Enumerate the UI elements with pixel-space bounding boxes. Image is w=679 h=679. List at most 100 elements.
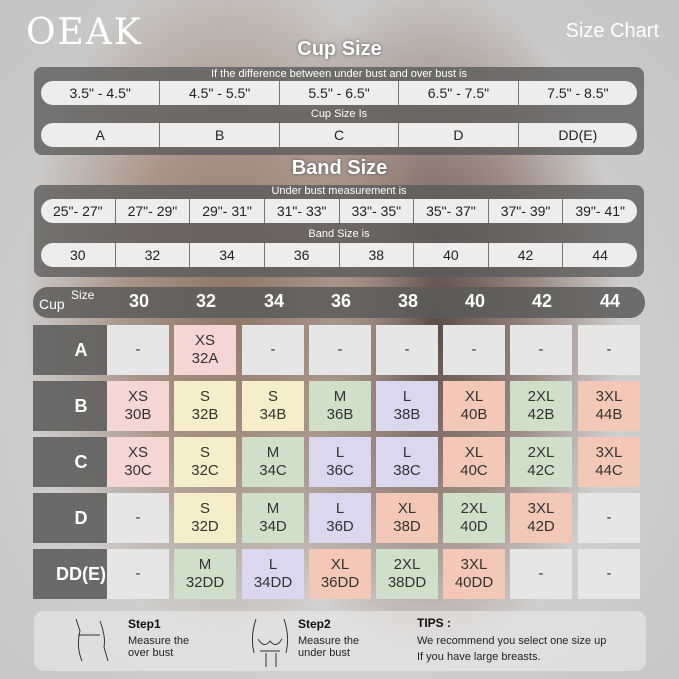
difference-row: 3.5" - 4.5" 4.5" - 5.5" 5.5" - 6.5" 6.5" - … <box>41 81 637 105</box>
corner-size: Size <box>71 288 95 302</box>
row-cell: 6.5" - 7.5" <box>399 81 519 105</box>
band-size-heading: Band Size <box>291 157 388 179</box>
size-label: L <box>335 500 345 517</box>
bra-size-code: 40DD <box>454 574 494 591</box>
page-title: Size Chart <box>565 20 659 42</box>
measuring-guide: Step1 Measure the over bust Step2 Measur… <box>34 611 646 671</box>
size-label: - <box>606 509 612 526</box>
cup-label: Cup Size Is <box>310 108 368 120</box>
size-cell: XS 30B <box>107 381 169 431</box>
bra-size-code: 40C <box>460 462 488 479</box>
size-label: XL <box>397 500 417 517</box>
size-cell: XL 40C <box>443 437 505 487</box>
brand-logo: OEAK <box>26 12 143 53</box>
bra-size-code: 32A <box>191 350 219 367</box>
tips-line-1: We recommend you select one size up <box>417 635 607 647</box>
row-cell: 4.5" - 5.5" <box>160 81 280 105</box>
column-header: 34 <box>263 291 285 311</box>
size-label: - <box>270 341 276 358</box>
size-label: XS <box>127 444 148 461</box>
bra-size-code: 34C <box>259 462 287 479</box>
step1-text: Measure the over bust <box>128 635 190 659</box>
row-cell: 25"- 27" <box>41 199 116 223</box>
size-label: M <box>266 444 280 461</box>
column-header: 38 <box>397 291 419 311</box>
measure-label: Under bust measurement is <box>271 185 407 197</box>
row-cell: 34 <box>190 243 265 267</box>
size-cell: L 38C <box>376 437 438 487</box>
size-label: XL <box>464 444 484 461</box>
row-cell: B <box>160 123 280 147</box>
band-label: Band Size is <box>308 228 370 240</box>
row-cell: 33"- 35" <box>340 199 415 223</box>
under-bust-figure-icon <box>251 618 289 667</box>
bra-size-code: 36B <box>326 406 354 423</box>
grid-header: Cup Size 30 32 34 36 38 40 42 44 <box>33 287 645 318</box>
size-label: S <box>199 500 210 517</box>
bra-size-code: 40D <box>460 518 488 535</box>
column-header: 44 <box>599 291 621 311</box>
size-label: S <box>199 388 210 405</box>
row-cell: 44 <box>592 247 608 263</box>
bra-size-code: 36D <box>326 518 354 535</box>
column-header: 40 <box>464 291 486 311</box>
bra-size-code: 34DD <box>253 574 293 591</box>
row-cell: 32 <box>116 243 191 267</box>
size-label: - <box>606 341 612 358</box>
row-cell: C <box>280 123 400 147</box>
step2-text: Measure the under bust <box>298 635 360 659</box>
size-label: L <box>402 388 412 405</box>
column-header: 42 <box>531 291 553 311</box>
row-cell: 42 <box>489 243 564 267</box>
bra-size-code: 36DD <box>320 574 360 591</box>
over-bust-figure-icon <box>75 618 109 662</box>
size-cell: M 34C <box>242 437 304 487</box>
band-size-panel: Under bust measurement is 25"- 27" 27"- 2… <box>34 185 644 277</box>
size-cell: XS 30C <box>107 437 169 487</box>
size-cell: - <box>510 325 572 375</box>
size-cell: L 34DD <box>242 549 304 599</box>
row-cell: A <box>41 123 161 147</box>
size-label: - <box>538 341 544 358</box>
size-label: 2XL <box>460 500 488 517</box>
row-cell: D <box>399 123 519 147</box>
bra-size-code: 38D <box>393 518 421 535</box>
size-cell: - <box>578 549 640 599</box>
column-header: 36 <box>330 291 352 311</box>
size-cell: - <box>376 325 438 375</box>
size-cell: S 34B <box>242 381 304 431</box>
row-cell: 40 <box>414 243 489 267</box>
bra-size-code: 36C <box>326 462 354 479</box>
size-label: - <box>135 509 141 526</box>
size-cell: S 32C <box>174 437 236 487</box>
bra-size-code: 38B <box>393 406 421 423</box>
size-label: - <box>471 341 477 358</box>
size-cell: L 36C <box>309 437 371 487</box>
size-cell: L 36D <box>309 493 371 543</box>
size-cell: 2XL 40D <box>443 493 505 543</box>
step2-title: Step2 <box>298 617 331 631</box>
size-label: XL <box>464 388 484 405</box>
cup-size-heading: Cup Size <box>297 38 382 60</box>
size-label: - <box>337 341 343 358</box>
size-cell: 2XL 42C <box>510 437 572 487</box>
size-label: 3XL <box>595 388 623 405</box>
bra-size-code: 32DD <box>185 574 225 591</box>
size-label: 2XL <box>393 556 421 573</box>
bra-size-code: 44C <box>595 462 623 479</box>
size-label: S <box>267 388 278 405</box>
size-label: M <box>333 388 347 405</box>
row-cell: 39"- 41" <box>575 203 625 219</box>
size-cell: 2XL 38DD <box>376 549 438 599</box>
bra-size-code: 42D <box>527 518 555 535</box>
bra-size-code: 42B <box>527 406 555 423</box>
corner-cup: Cup <box>39 296 65 312</box>
size-cell: XL 36DD <box>309 549 371 599</box>
size-cell: XL 40B <box>443 381 505 431</box>
tips-line-2: If you have large breasts. <box>417 651 541 663</box>
size-label: 3XL <box>460 556 488 573</box>
size-cell: XL 38D <box>376 493 438 543</box>
size-label: M <box>266 500 280 517</box>
size-label: 3XL <box>527 500 555 517</box>
measure-row: 25"- 27" 27"- 29" 29"- 31" 31"- 33" 33"- 35"… <box>41 199 637 223</box>
